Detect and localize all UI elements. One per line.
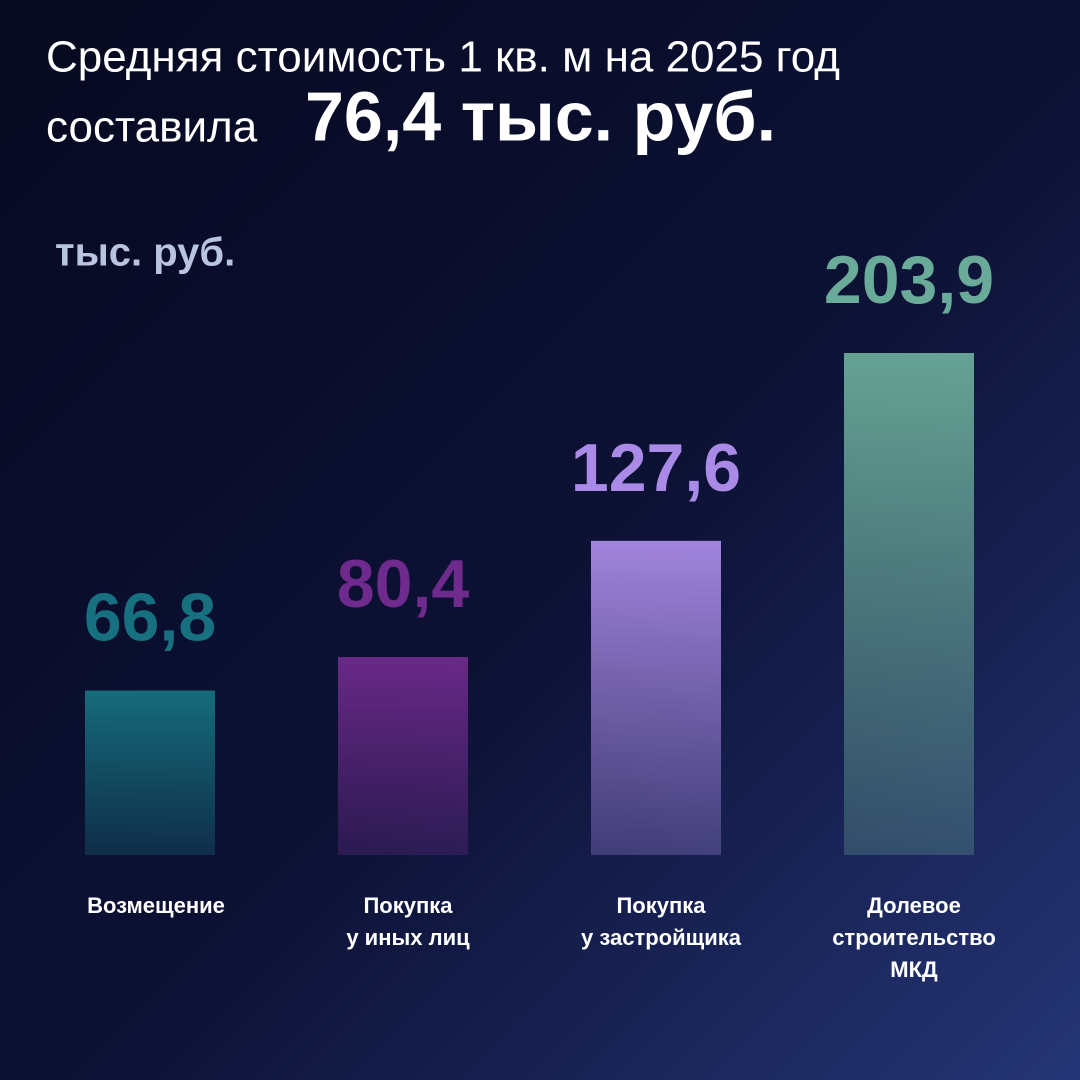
bar [85,690,215,855]
subtitle: составила [46,103,258,152]
category-label: у застройщика [581,925,742,950]
category-label: строительство [832,925,996,950]
highlight: 76,4 тыс. руб. [305,77,776,155]
bar [338,657,468,855]
category-label: Долевое [867,893,961,918]
unit-label: тыс. руб. [55,231,235,275]
category-label: у иных лиц [346,925,470,950]
value-label: 203,9 [824,242,994,318]
bar [591,540,721,855]
category-label: МКД [890,957,938,982]
title: Средняя стоимость 1 кв. м на 2025 год [46,33,840,82]
category-label: Покупка [616,893,706,918]
category-label: Покупка [363,893,453,918]
value-label: 80,4 [337,546,470,622]
value-label: 66,8 [84,580,216,656]
value-label: 127,6 [571,430,741,506]
bar [844,353,974,855]
category-label: Возмещение [87,893,225,918]
